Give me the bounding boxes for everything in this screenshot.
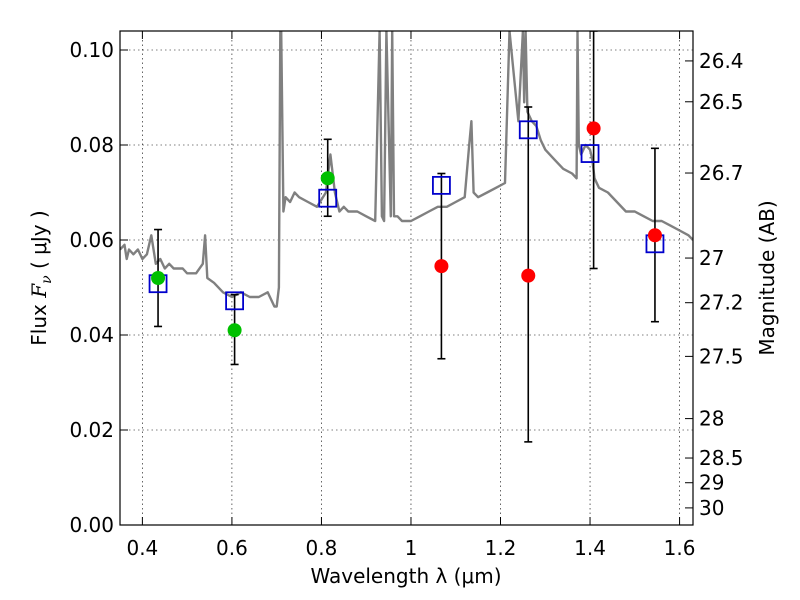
y-axis-title: Flux Fν ( μJy ) <box>27 210 55 345</box>
observed-point <box>521 268 536 283</box>
x-tick-label: 0.6 <box>216 536 248 560</box>
y-axis-title-subscript: ν <box>39 275 55 284</box>
magnitude-tick-label: 27.5 <box>699 344 744 368</box>
model-square <box>580 144 600 163</box>
magnitude-tick-label: 29 <box>699 471 724 495</box>
magnitude-tick-label: 27.2 <box>699 291 744 315</box>
y-tick-label: 0.04 <box>69 323 114 347</box>
model-square <box>432 175 451 195</box>
observed-point <box>227 323 242 338</box>
magnitude-tick-label: 28.5 <box>699 446 744 470</box>
y-tick-label: 0.10 <box>69 38 114 62</box>
x-axis-title: Wavelength λ (μm) <box>310 564 501 588</box>
observed-point <box>647 228 662 243</box>
y-axis-title-unit: ( μJy ) <box>27 210 51 275</box>
magnitude-tick-label: 26.7 <box>699 161 744 185</box>
x-tick-label: 1.6 <box>664 536 696 560</box>
y2-axis-title: Magnitude (AB) <box>755 200 779 355</box>
x-axis: 0.4 0.6 0.8 1 1.2 1.4 1.6 <box>126 31 695 560</box>
model-square <box>518 120 538 140</box>
x-tick-label: 1.4 <box>574 536 606 560</box>
x-tick-label: 1 <box>405 536 418 560</box>
observed-points <box>151 121 662 338</box>
y-axis: 0.00 0.02 0.04 0.06 0.08 0.10 <box>69 38 128 537</box>
magnitude-tick-label: 27 <box>699 246 724 270</box>
x-tick-label: 1.2 <box>485 536 517 560</box>
observed-point <box>151 271 166 285</box>
plot-frame <box>119 30 694 526</box>
model-square <box>318 188 338 208</box>
observed-point <box>586 121 601 136</box>
plot-background <box>120 31 693 525</box>
model-spectrum <box>120 31 693 308</box>
x-tick-label: 0.8 <box>306 536 338 560</box>
observed-point <box>434 259 449 274</box>
magnitude-tick-label: 26.4 <box>699 49 744 73</box>
magnitude-tick-label: 30 <box>699 496 724 520</box>
y-tick-label: 0.08 <box>69 133 114 157</box>
observed-point <box>320 171 335 186</box>
y-tick-label: 0.00 <box>69 513 114 537</box>
magnitude-tick-label: 28 <box>699 407 724 431</box>
y-axis-title-flux: Flux <box>27 298 51 346</box>
y-tick-label: 0.06 <box>69 228 114 252</box>
y-axis-title-symbol: F <box>27 283 51 299</box>
model-square <box>225 291 245 311</box>
y-tick-label: 0.02 <box>69 418 114 442</box>
model-photometry <box>148 120 665 311</box>
magnitude-tick-label: 26.5 <box>699 90 744 114</box>
x-tick-label: 0.4 <box>126 536 158 560</box>
model-spectrum-line <box>120 31 693 308</box>
